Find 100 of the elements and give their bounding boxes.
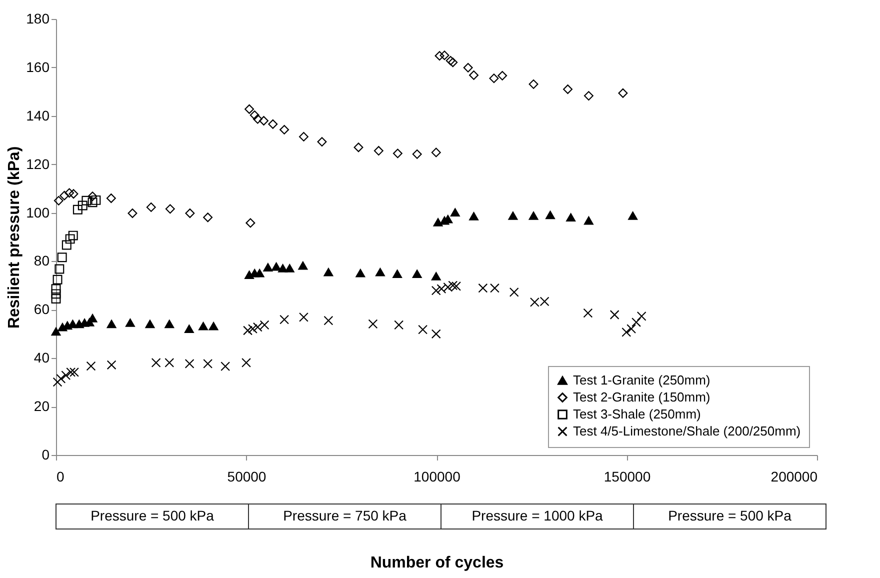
point: [250, 110, 260, 120]
point: [540, 296, 550, 306]
point: [252, 322, 262, 332]
point: [70, 367, 79, 377]
point: [298, 312, 308, 322]
point: [125, 318, 135, 327]
point: [54, 264, 64, 274]
point: [528, 212, 538, 220]
point: [583, 308, 593, 318]
point: [145, 320, 155, 328]
point: [324, 268, 334, 276]
y-tick-label: 0: [42, 446, 50, 462]
point: [220, 362, 230, 372]
point: [184, 358, 194, 368]
y-tick-label: 120: [26, 156, 50, 172]
point: [246, 218, 256, 228]
text: Pressure = 500 kPa: [90, 508, 214, 524]
point: [68, 230, 78, 240]
point: [51, 289, 61, 299]
point: [440, 50, 450, 60]
point: [51, 327, 61, 336]
point: [284, 264, 294, 272]
y-tick-label: 100: [26, 204, 50, 220]
point: [51, 284, 61, 294]
point: [280, 124, 290, 134]
point: [198, 322, 208, 330]
legend-label: Test 3-Shale (250mm): [573, 406, 701, 422]
point: [52, 274, 62, 284]
y-tick-label: 140: [26, 107, 50, 124]
point: [128, 208, 138, 218]
point: [584, 216, 594, 225]
point: [244, 104, 254, 114]
point: [324, 316, 334, 326]
point: [248, 324, 258, 334]
point: [317, 137, 327, 147]
x-tick-label: 150000: [604, 468, 651, 484]
y-tick-label: 180: [26, 10, 50, 26]
point: [165, 204, 175, 214]
point: [431, 272, 441, 280]
legend-label: Test 2-Granite (150mm): [573, 390, 710, 404]
x-tick-label: 50000: [227, 468, 266, 484]
point: [57, 252, 67, 262]
point: [463, 62, 473, 72]
text: Pressure = 1000 kPa: [472, 508, 604, 524]
point: [280, 314, 290, 324]
point: [151, 358, 161, 368]
point: [298, 132, 308, 142]
point: [54, 196, 64, 206]
legend-label: Test 1-Granite (250mm): [573, 372, 710, 388]
point: [60, 190, 70, 200]
point: [628, 212, 638, 220]
x-axis-title: Number of cycles: [370, 554, 504, 572]
point: [146, 202, 156, 212]
point: [443, 282, 453, 292]
point: [62, 240, 72, 250]
point: [278, 264, 288, 272]
text: Pressure = 750 kPa: [283, 508, 407, 524]
point: [394, 320, 404, 330]
point: [431, 329, 441, 339]
point: [243, 326, 253, 336]
point: [272, 262, 282, 271]
point: [546, 210, 556, 220]
point: [412, 270, 422, 278]
point: [610, 310, 620, 320]
point: [61, 370, 71, 380]
point: [64, 188, 74, 198]
point: [418, 324, 428, 334]
x-tick-label: 100000: [414, 468, 461, 484]
point: [91, 195, 101, 205]
point: [530, 297, 540, 307]
point: [584, 91, 594, 101]
point: [88, 198, 98, 208]
point: [203, 358, 213, 368]
point: [509, 287, 519, 297]
point: [68, 189, 78, 199]
point: [436, 284, 446, 294]
point: [164, 320, 174, 328]
point: [452, 281, 462, 291]
point: [392, 148, 402, 158]
point: [498, 70, 508, 80]
point: [86, 361, 96, 371]
point: [508, 212, 518, 220]
point: [622, 327, 632, 337]
point: [106, 360, 116, 370]
point: [66, 367, 76, 377]
point: [566, 213, 576, 222]
point: [242, 358, 251, 368]
point: [392, 270, 402, 278]
y-tick-label: 60: [34, 301, 50, 318]
point: [298, 261, 308, 270]
point: [431, 148, 441, 158]
point: [431, 286, 441, 296]
point: [184, 324, 194, 333]
point: [356, 268, 366, 278]
point: [632, 318, 641, 327]
point: [259, 116, 268, 126]
y-tick-label: 40: [34, 350, 50, 366]
point: [626, 324, 636, 334]
point: [185, 208, 195, 218]
point: [203, 212, 213, 222]
